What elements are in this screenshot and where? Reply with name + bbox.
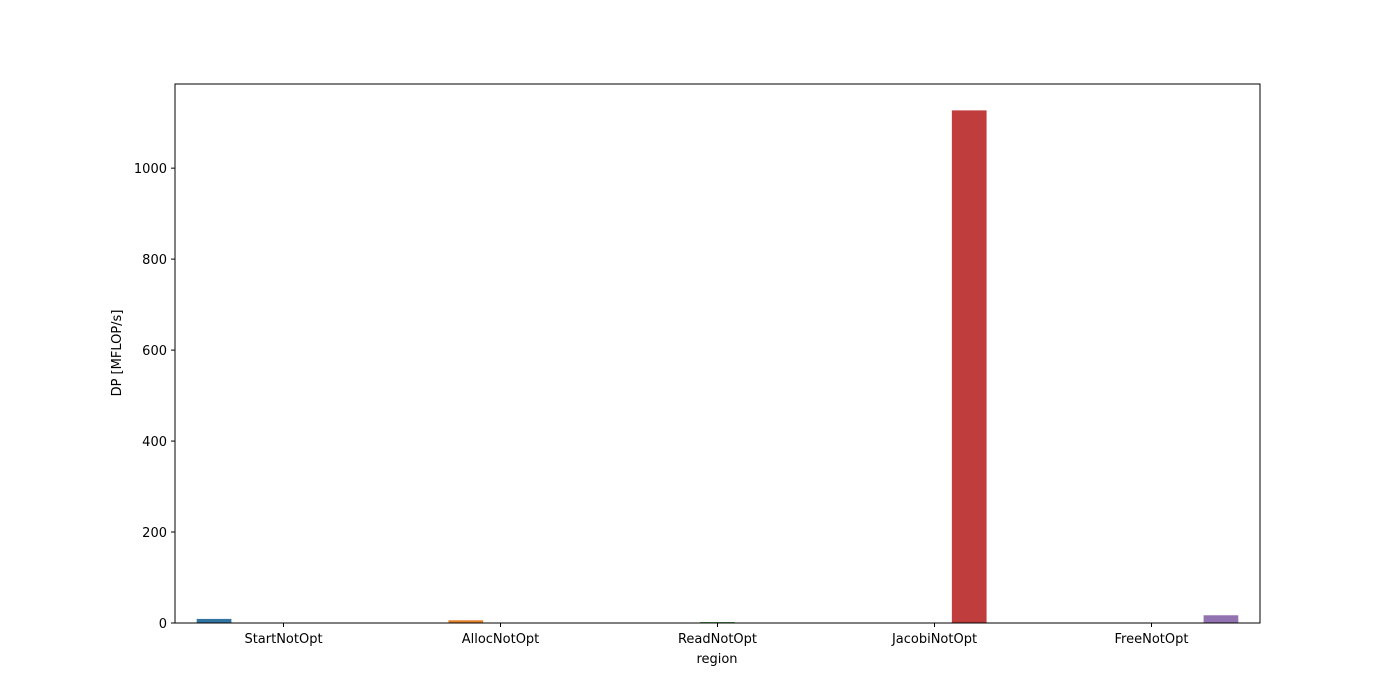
y-tick-label: 600 [142,344,167,359]
y-tick-label: 800 [142,253,167,268]
x-tick-label: FreeNotOpt [1115,632,1189,647]
bar-FreeNotOpt [1203,615,1239,623]
bar-StartNotOpt [196,618,232,623]
x-axis-label: region [696,652,737,667]
x-tick-label: AllocNotOpt [462,632,540,647]
x-tick-label: StartNotOpt [244,632,322,647]
x-tick-label: ReadNotOpt [678,632,757,647]
y-tick-label: 400 [142,435,167,450]
bar-AllocNotOpt [448,620,484,623]
bar-JacobiNotOpt [951,110,987,623]
y-tick-label: 0 [159,617,167,632]
y-axis: 0 200 400 600 800 1000 [134,162,175,632]
x-axis: StartNotOpt AllocNotOpt ReadNotOpt JacobiNo… [244,623,1188,647]
plot-frame [174,83,1261,624]
y-axis-label: DP [MFLOP/s] [110,310,125,397]
bars-layer [196,110,1239,624]
y-tick-label: 1000 [134,162,167,177]
y-tick-label: 200 [142,526,167,541]
x-tick-label: JacobiNotOpt [891,632,977,647]
